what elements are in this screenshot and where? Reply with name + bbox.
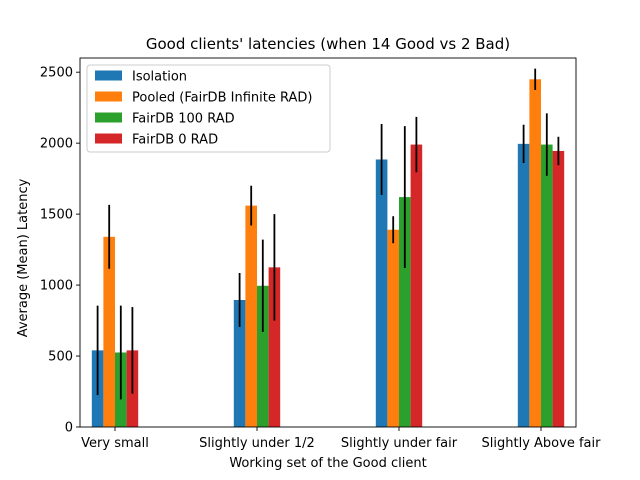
chart-title: Good clients' latencies (when 14 Good vs… <box>146 35 510 53</box>
y-tick-label: 500 <box>48 350 73 365</box>
x-tick-label: Slightly under fair <box>341 436 458 451</box>
bar <box>268 267 281 427</box>
x-tick-label: Very small <box>81 436 149 451</box>
legend: Isolation Pooled (FairDB Infinite RAD) Fai… <box>86 64 331 153</box>
y-axis-label: Average (Mean) Latency <box>16 178 31 337</box>
bar <box>375 159 388 427</box>
legend-label: FairDB 0 RAD <box>132 133 218 148</box>
legend-swatch <box>95 70 122 81</box>
y-tick-label: 1500 <box>40 208 73 223</box>
bar <box>552 150 565 428</box>
bar <box>517 143 530 427</box>
legend-label: Isolation <box>132 70 187 85</box>
x-tick-label: Slightly Above fair <box>482 436 602 451</box>
legend-box <box>86 64 331 153</box>
bars-group <box>91 79 565 428</box>
y-tick-label: 1000 <box>40 279 73 294</box>
bar <box>529 79 541 428</box>
bar <box>541 144 553 428</box>
x-axis-label: Working set of the Good client <box>229 456 426 471</box>
y-tick-label: 0 <box>65 421 73 436</box>
x-tick-label: Slightly under 1/2 <box>199 436 315 451</box>
y-tick-label: 2000 <box>40 137 73 152</box>
y-tick-label: 2500 <box>40 66 73 81</box>
legend-swatch <box>95 91 122 102</box>
bar <box>410 144 423 428</box>
bar <box>233 299 246 427</box>
error-bars-group <box>96 68 560 400</box>
axes-frame <box>79 57 577 428</box>
bar <box>257 285 269 427</box>
legend-label: FairDB 100 RAD <box>132 112 235 127</box>
legend-swatch <box>95 112 122 123</box>
legend-swatch <box>95 133 122 144</box>
bar <box>399 197 411 427</box>
bar <box>245 205 257 427</box>
legend-label: Pooled (FairDB Infinite RAD) <box>132 91 312 106</box>
bar <box>103 236 115 427</box>
axes-group: 0 500 1000 1500 2000 2500 Very small Slightly u… <box>40 57 602 451</box>
bar <box>387 229 399 427</box>
